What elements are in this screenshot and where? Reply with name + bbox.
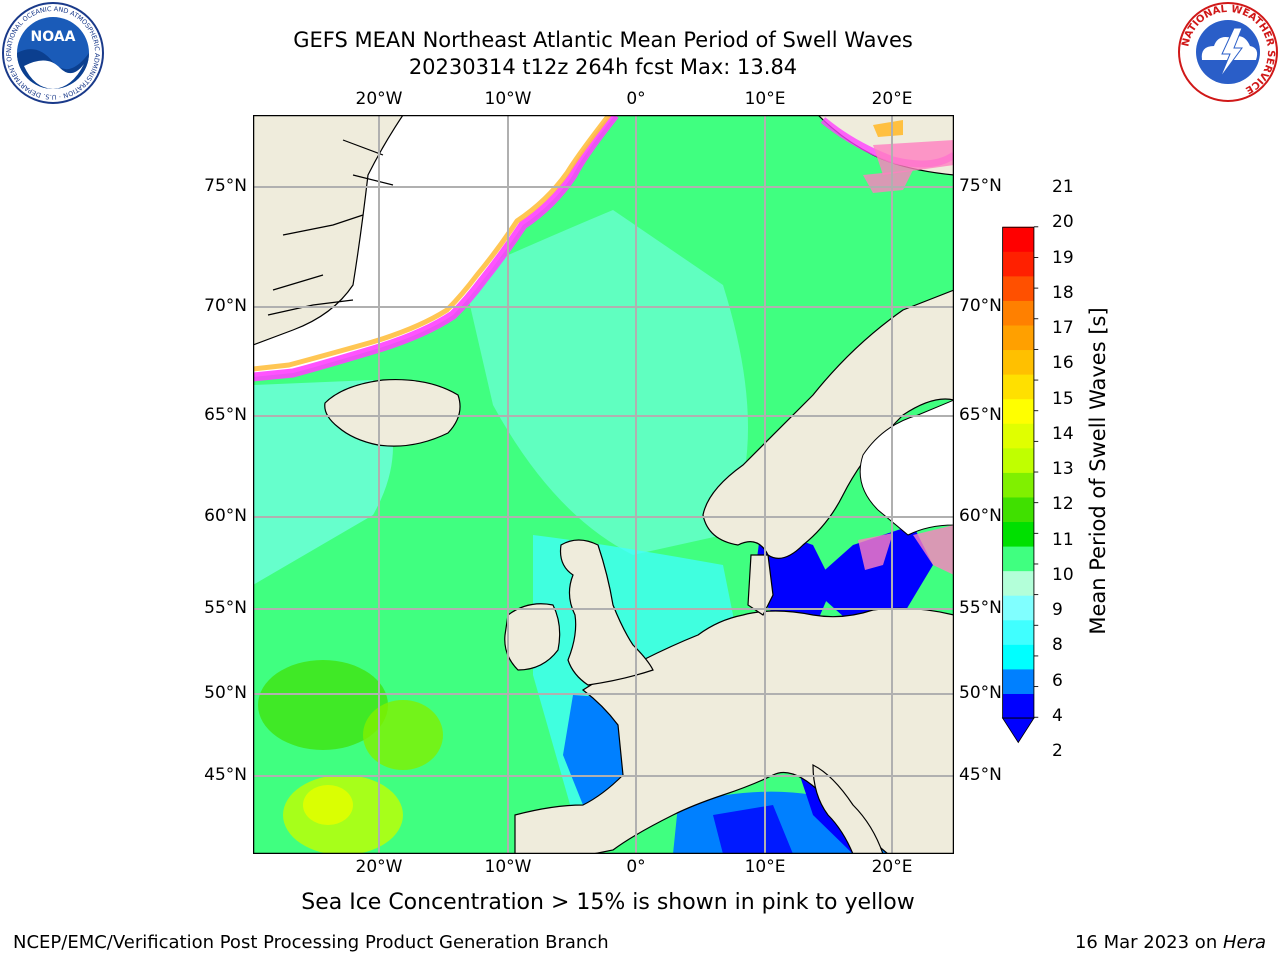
colorbar-segment — [1002, 226, 1034, 252]
colorbar-segment — [1002, 300, 1034, 326]
colorbar-tick-label: 4 — [1052, 705, 1063, 726]
colorbar-tick-label: 6 — [1052, 670, 1063, 691]
colorbar-segment — [1002, 546, 1034, 572]
colorbar-segment — [1002, 472, 1034, 498]
great-britain — [559, 539, 654, 686]
colorbar-tick-label: 19 — [1052, 247, 1074, 268]
footer-date: 16 Mar 2023 on — [1074, 932, 1223, 953]
colorbar-segment — [1002, 447, 1034, 473]
swell-region-southwest-a — [258, 660, 388, 750]
colorbar-tick-label: 17 — [1052, 318, 1074, 338]
swell-region-norwegian-sea — [463, 210, 748, 555]
colorbar-tick-label: 16 — [1052, 353, 1074, 374]
colorbar-segment — [1002, 693, 1034, 719]
colorbar-segment — [1002, 570, 1034, 596]
colorbar-segment — [1002, 644, 1034, 670]
graticule — [253, 115, 954, 854]
lon-label-bottom: 0° — [626, 857, 646, 877]
noaa-logo: NATIONAL OCEANIC AND ATMOSPHERIC ADMINIS… — [0, 0, 104, 104]
italy — [812, 764, 884, 854]
footer-left: NCEP/EMC/Verification Post Processing Pr… — [13, 932, 609, 953]
chart-title: GEFS MEAN Northeast Atlantic Mean Period… — [293, 28, 913, 52]
greenland-land — [253, 115, 404, 346]
colorbar-tick-label: 10 — [1052, 564, 1074, 585]
iceland — [324, 378, 461, 447]
colorbar-segment — [1002, 497, 1034, 523]
colorbar-tick-label: 11 — [1052, 529, 1074, 550]
noaa-logo-text: NOAA — [31, 29, 76, 45]
lon-label-bottom: 20°E — [871, 857, 913, 877]
lat-label-right: 45°N — [959, 765, 1002, 785]
colorbar-tick-label: 20 — [1052, 212, 1074, 233]
colorbar-tick-label: 14 — [1052, 423, 1074, 444]
swell-region-southwest-d — [303, 785, 353, 825]
chart-subtitle: 20230314 t12z 264h fcst Max: 13.84 — [408, 55, 798, 79]
colorbar-segment — [1002, 521, 1034, 547]
swell-region-southwest-b — [363, 700, 443, 770]
colorbar-extend-arrow — [1001, 717, 1035, 744]
colorbar-tick-label: 9 — [1052, 600, 1063, 620]
lat-label-left: 70°N — [204, 296, 247, 316]
nws-logo: NATIONAL WEATHER SERVICE — [1178, 2, 1278, 102]
colorbar-segment — [1002, 251, 1034, 277]
lat-label-right: 55°N — [959, 598, 1002, 618]
colorbar-title: Mean Period of Swell Waves [s] — [1086, 307, 1110, 635]
ice-edge-greenland — [253, 115, 619, 382]
footer-host: Hera — [1222, 932, 1266, 953]
lat-label-right: 60°N — [959, 506, 1002, 526]
lat-label-left: 60°N — [204, 506, 247, 526]
colorbar-segment — [1002, 398, 1034, 424]
lon-label-top: 10°E — [744, 89, 786, 109]
lat-label-left: 55°N — [204, 598, 247, 618]
colorbar-segment — [1002, 668, 1034, 694]
lat-label-right: 70°N — [959, 296, 1002, 316]
footer-right: 16 Mar 2023 on Hera — [1075, 932, 1266, 953]
lon-label-bottom: 20°W — [355, 857, 403, 877]
lat-label-left: 50°N — [204, 683, 247, 703]
lat-label-left: 65°N — [204, 405, 247, 425]
swell-period-map — [253, 115, 954, 854]
colorbar-segment — [1002, 374, 1034, 400]
lat-label-left: 75°N — [204, 176, 247, 196]
colorbar — [1001, 226, 1039, 744]
lon-label-top: 10°W — [484, 89, 532, 109]
colorbar-tick-label: 8 — [1052, 635, 1063, 656]
lon-label-bottom: 10°W — [484, 857, 532, 877]
sea-ice-caption: Sea Ice Concentration > 15% is shown in … — [301, 890, 915, 915]
colorbar-segment — [1002, 349, 1034, 375]
lon-label-top: 20°E — [871, 89, 913, 109]
colorbar-tick-label: 12 — [1052, 494, 1074, 515]
lat-label-right: 65°N — [959, 405, 1002, 425]
lat-label-right: 50°N — [959, 683, 1002, 703]
map-frame — [253, 115, 954, 854]
lon-label-top: 0° — [626, 89, 646, 109]
lat-label-left: 45°N — [204, 765, 247, 785]
greenland-fjords — [267, 139, 394, 316]
colorbar-outline — [1002, 226, 1035, 719]
colorbar-tick-label: 13 — [1052, 459, 1074, 479]
lat-label-right: 75°N — [959, 176, 1002, 196]
colorbar-segment — [1002, 275, 1034, 301]
colorbar-segment — [1002, 595, 1034, 621]
colorbar-segment — [1002, 325, 1034, 351]
colorbar-tick-label: 2 — [1052, 741, 1063, 761]
colorbar-segment — [1002, 619, 1034, 645]
colorbar-tick-label: 18 — [1052, 282, 1074, 303]
swell-region-baltic-east — [808, 525, 933, 625]
colorbar-segment — [1002, 423, 1034, 449]
colorbar-tick-label: 21 — [1052, 177, 1074, 197]
lon-label-top: 20°W — [355, 89, 403, 109]
lon-label-bottom: 10°E — [744, 857, 786, 877]
colorbar-tick-label: 15 — [1052, 388, 1074, 409]
